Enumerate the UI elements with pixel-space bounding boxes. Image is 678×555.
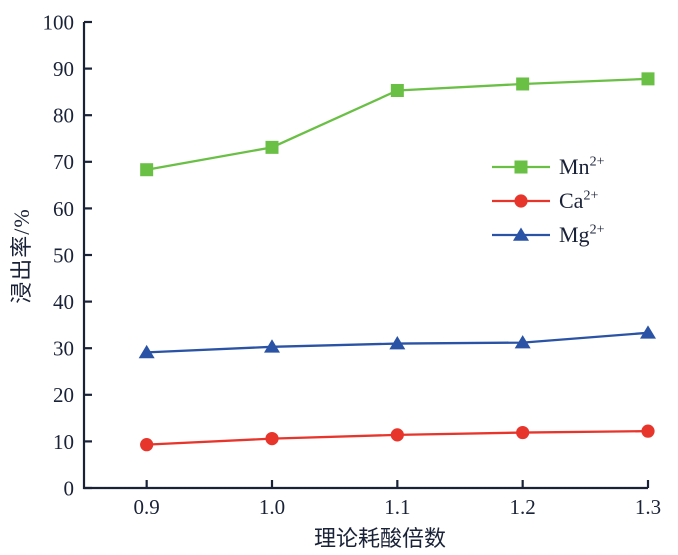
legend-label-charge: 2+ bbox=[589, 154, 605, 170]
legend-marker-square bbox=[514, 160, 528, 174]
x-tick-label: 1.3 bbox=[635, 495, 661, 519]
legend-item-mn: Mn2+ bbox=[492, 150, 604, 184]
legend-swatch-square bbox=[492, 160, 550, 174]
data-point-mn bbox=[140, 163, 154, 177]
y-tick-label: 30 bbox=[53, 337, 74, 361]
legend-label-charge: 2+ bbox=[589, 222, 605, 238]
series-mg bbox=[138, 325, 656, 359]
legend-swatch-circle bbox=[492, 194, 550, 208]
legend-marker-circle bbox=[514, 194, 528, 208]
legend-item-mg: Mg2+ bbox=[492, 218, 604, 252]
legend-label: Mn2+ bbox=[559, 154, 605, 179]
series-mn bbox=[140, 72, 655, 177]
y-tick-label: 40 bbox=[53, 290, 74, 314]
legend-item-ca: Ca2+ bbox=[492, 184, 604, 218]
y-tick-label: 80 bbox=[53, 104, 74, 128]
legend-label-base: Ca bbox=[559, 188, 584, 213]
y-axis-title: 浸出率/% bbox=[9, 208, 34, 304]
x-tick-label: 1.1 bbox=[384, 495, 410, 519]
data-point-mn bbox=[265, 140, 279, 154]
legend-marker-triangle bbox=[513, 227, 529, 241]
data-point-ca bbox=[390, 428, 404, 442]
y-tick-label: 10 bbox=[53, 430, 74, 454]
legend-label: Ca2+ bbox=[559, 188, 599, 213]
legend-label-base: Mg bbox=[559, 222, 590, 247]
x-axis-title: 理论耗酸倍数 bbox=[313, 526, 447, 551]
y-tick-label: 50 bbox=[53, 243, 74, 267]
y-tick-label: 0 bbox=[64, 476, 75, 500]
y-tick-label: 90 bbox=[53, 57, 74, 81]
data-point-ca bbox=[140, 438, 154, 452]
y-tick-label: 70 bbox=[53, 150, 74, 174]
data-point-mg bbox=[138, 344, 155, 359]
legend-label-base: Mn bbox=[559, 154, 590, 179]
data-point-mg bbox=[640, 325, 656, 339]
x-tick-label: 1.2 bbox=[510, 495, 536, 519]
y-tick-label: 60 bbox=[53, 197, 74, 221]
legend-label-charge: 2+ bbox=[583, 188, 599, 204]
x-tick-label: 0.9 bbox=[134, 495, 160, 519]
data-point-ca bbox=[516, 425, 530, 440]
legend: Mn2+ Ca2+ Mg2+ bbox=[492, 150, 604, 252]
y-tick-label: 100 bbox=[43, 10, 75, 34]
data-point-ca bbox=[265, 432, 279, 446]
legend-label: Mg2+ bbox=[559, 222, 605, 247]
series-ca bbox=[140, 424, 655, 452]
data-point-mn bbox=[641, 72, 655, 86]
data-point-mg bbox=[514, 335, 531, 349]
data-point-mg bbox=[264, 339, 280, 353]
data-point-mn bbox=[516, 77, 530, 91]
axis-lines bbox=[82, 22, 648, 490]
data-point-mn bbox=[390, 84, 404, 98]
y-tick-label: 20 bbox=[53, 383, 74, 407]
data-point-mg bbox=[389, 336, 406, 350]
legend-swatch-triangle bbox=[492, 227, 550, 241]
data-point-ca bbox=[641, 424, 655, 438]
x-tick-label: 1.0 bbox=[259, 495, 285, 519]
